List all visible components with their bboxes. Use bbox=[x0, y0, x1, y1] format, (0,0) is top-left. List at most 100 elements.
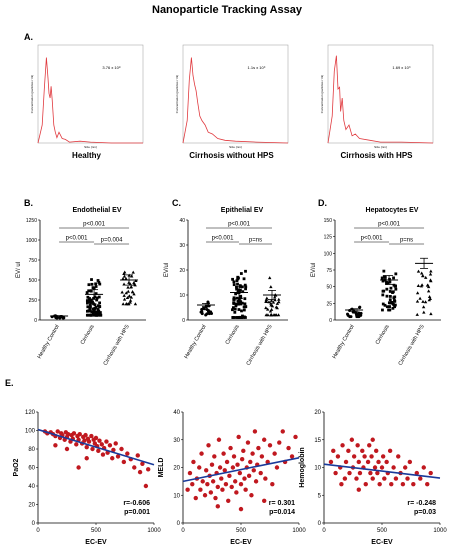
data-point bbox=[391, 291, 394, 294]
data-point bbox=[223, 481, 229, 487]
data-point bbox=[86, 439, 92, 444]
data-point bbox=[232, 298, 236, 301]
data-point bbox=[424, 275, 428, 279]
dot-plot-endothelial: Endothelial EV 0 250 500 750 1000 1250 EV/ ul He… bbox=[16, 207, 146, 367]
category-label: Cirrhosis with HPS bbox=[103, 324, 131, 367]
y-tick-label: 20 bbox=[314, 410, 321, 416]
p-value-label: p<0.001 bbox=[228, 222, 251, 228]
data-point bbox=[276, 313, 281, 317]
x-tick-label: 1000 bbox=[433, 528, 447, 534]
data-point bbox=[224, 459, 230, 465]
data-point bbox=[389, 286, 393, 290]
data-point bbox=[377, 481, 382, 487]
data-point bbox=[83, 432, 88, 438]
y-axis-label: Hemoglobin bbox=[299, 447, 306, 487]
data-point bbox=[243, 283, 247, 287]
data-point bbox=[263, 476, 268, 481]
plot-frame bbox=[327, 44, 434, 144]
data-point bbox=[234, 304, 238, 308]
data-point bbox=[235, 287, 239, 291]
data-point bbox=[385, 287, 389, 291]
data-point bbox=[234, 490, 239, 495]
data-point bbox=[349, 437, 355, 442]
data-point bbox=[426, 285, 431, 289]
data-point bbox=[238, 506, 244, 512]
data-point bbox=[236, 282, 239, 286]
data-point bbox=[89, 300, 93, 304]
data-point bbox=[232, 280, 236, 284]
data-point bbox=[130, 289, 135, 293]
data-point bbox=[227, 473, 232, 479]
data-point bbox=[365, 459, 371, 465]
x-tick-label: 1000 bbox=[147, 528, 161, 534]
category-label: Cirrhosis with HPS bbox=[246, 324, 274, 367]
data-point bbox=[342, 476, 348, 481]
data-point bbox=[240, 301, 244, 305]
y-axis-label: EV/ul bbox=[311, 263, 317, 277]
x-axis-label: Size (nm) bbox=[229, 145, 242, 149]
y-tick-label: 120 bbox=[25, 410, 36, 416]
data-point bbox=[133, 283, 137, 287]
data-point bbox=[418, 296, 422, 300]
data-point bbox=[88, 297, 91, 300]
data-point bbox=[197, 465, 202, 470]
data-point bbox=[394, 272, 398, 276]
data-point bbox=[193, 495, 198, 501]
data-point bbox=[231, 454, 237, 459]
data-point bbox=[55, 429, 60, 434]
data-point bbox=[90, 282, 94, 286]
data-point bbox=[204, 313, 208, 317]
data-point bbox=[392, 276, 395, 280]
data-point bbox=[94, 282, 98, 286]
data-point bbox=[125, 451, 130, 456]
y-tick-label: 60 bbox=[28, 466, 35, 472]
data-point bbox=[98, 301, 102, 305]
data-point bbox=[267, 300, 271, 304]
data-point bbox=[202, 493, 208, 498]
data-point bbox=[95, 310, 99, 314]
data-point bbox=[104, 439, 109, 444]
y-tick-label: 50 bbox=[326, 285, 332, 291]
data-point bbox=[88, 303, 92, 307]
x-axis-label: Size (nm) bbox=[374, 145, 387, 149]
x-tick-label: 0 bbox=[322, 528, 326, 534]
y-tick-label: 0 bbox=[177, 521, 181, 527]
data-point bbox=[421, 305, 426, 309]
data-point bbox=[96, 279, 100, 282]
data-point bbox=[230, 465, 236, 470]
y-tick-label: 80 bbox=[28, 447, 35, 453]
data-point bbox=[95, 313, 98, 317]
data-point bbox=[264, 306, 268, 310]
data-point bbox=[97, 280, 101, 284]
data-point bbox=[85, 291, 89, 294]
data-point bbox=[77, 432, 82, 437]
data-point bbox=[380, 277, 384, 281]
regression-line bbox=[323, 463, 441, 479]
data-point bbox=[185, 487, 190, 492]
data-point bbox=[110, 456, 115, 461]
y-tick-label: 30 bbox=[179, 243, 185, 249]
data-point bbox=[126, 289, 130, 293]
data-point bbox=[124, 302, 128, 306]
y-axis-label: EV/ ul bbox=[16, 262, 22, 278]
data-point bbox=[199, 451, 204, 456]
data-point bbox=[238, 481, 244, 487]
data-point bbox=[95, 298, 99, 302]
data-point bbox=[267, 443, 273, 448]
data-point bbox=[381, 289, 385, 293]
y-tick-label: 20 bbox=[28, 503, 35, 509]
data-point bbox=[382, 269, 386, 273]
data-point bbox=[262, 498, 267, 503]
data-point bbox=[286, 445, 291, 451]
y-tick-label: 25 bbox=[326, 301, 332, 307]
data-point bbox=[428, 470, 433, 476]
data-point bbox=[226, 498, 231, 503]
data-point bbox=[121, 459, 127, 465]
data-point bbox=[264, 297, 269, 301]
p-value-label: p<0.001 bbox=[378, 222, 401, 228]
category-label: Cirrhosis bbox=[375, 324, 391, 346]
data-point bbox=[243, 487, 248, 492]
x-tick-label: 500 bbox=[91, 528, 102, 534]
chart-title: Cirrhosis with HPS bbox=[340, 151, 413, 160]
data-point bbox=[391, 306, 395, 310]
